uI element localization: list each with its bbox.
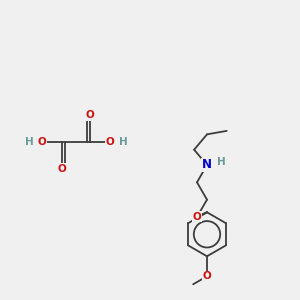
- Text: O: O: [38, 137, 46, 147]
- Text: H: H: [118, 137, 127, 147]
- Text: O: O: [58, 164, 66, 174]
- Text: H: H: [25, 137, 33, 147]
- Text: O: O: [106, 137, 114, 147]
- Text: O: O: [193, 212, 201, 222]
- Text: O: O: [85, 110, 94, 120]
- Text: H: H: [217, 157, 225, 167]
- Text: N: N: [202, 158, 212, 172]
- Text: O: O: [202, 271, 211, 281]
